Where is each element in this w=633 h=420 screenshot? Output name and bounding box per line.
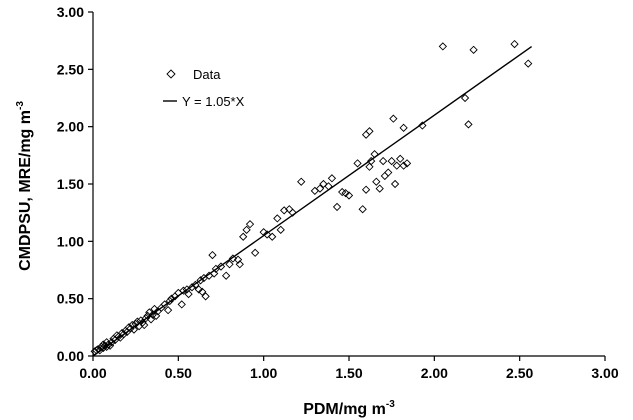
fit-line (92, 46, 533, 357)
x-tick-label: 0.50 (165, 365, 192, 381)
data-point (191, 280, 200, 290)
legend: Data Y = 1.05*X (163, 67, 245, 109)
data-point (273, 214, 282, 223)
data-point (418, 121, 427, 130)
data-point (361, 130, 371, 139)
data-point (268, 232, 277, 241)
x-axis-title-sup: -3 (386, 399, 395, 410)
data-point (365, 162, 374, 171)
data-point (194, 285, 203, 294)
data-point (102, 342, 111, 351)
data-point (399, 123, 408, 132)
data-point (390, 179, 400, 189)
y-tick-label: 0.00 (57, 348, 84, 364)
fit-line-group (92, 46, 533, 357)
data-point (469, 45, 478, 54)
data-point (387, 156, 396, 166)
data-point (344, 191, 354, 200)
data-point (375, 184, 384, 193)
data-point (208, 250, 217, 260)
y-tick-label: 1.50 (57, 176, 84, 192)
x-axis-title: PDM/mg m-3 (303, 399, 395, 418)
data-point (167, 294, 176, 303)
data-point (184, 289, 193, 299)
data-point (225, 260, 234, 269)
data-point (399, 161, 408, 170)
data-point (179, 286, 188, 295)
data-point (187, 283, 197, 292)
x-tick-label: 1.50 (335, 365, 362, 381)
x-tick-label: 3.00 (591, 365, 618, 381)
data-point (510, 39, 519, 49)
data-point (438, 42, 448, 51)
data-points (90, 39, 533, 356)
legend-diamond-marker (166, 69, 176, 79)
data-point (280, 206, 289, 215)
data-point (367, 156, 376, 166)
data-point (315, 184, 325, 193)
data-point (332, 202, 342, 212)
data-point (177, 300, 186, 309)
data-point (396, 154, 405, 163)
data-point (242, 225, 251, 235)
data-point (198, 287, 207, 296)
legend-label-data: Data (193, 67, 221, 82)
data-point (163, 305, 173, 315)
data-point (378, 156, 388, 166)
legend-label-fit: Y = 1.05*X (182, 94, 245, 109)
data-point (464, 120, 473, 129)
data-point (288, 208, 297, 217)
y-tick-label: 1.00 (57, 233, 84, 249)
data-point (131, 319, 140, 329)
data-point (216, 262, 226, 271)
data-point (358, 205, 367, 214)
y-axis-title: CMDPSU, MRE/mg m-3 (15, 101, 34, 271)
data-point (380, 171, 389, 181)
data-point (235, 260, 244, 269)
y-axis-title-sup: -3 (15, 101, 26, 110)
data-point (365, 127, 374, 136)
data-point (239, 232, 248, 241)
y-tick-label: 2.00 (57, 119, 84, 135)
data-point (372, 177, 381, 186)
data-point (524, 59, 533, 68)
data-point (228, 254, 238, 263)
y-axis-title-text: CMDPSU, MRE/mg m (17, 110, 34, 271)
data-point (250, 248, 260, 257)
data-point (361, 185, 371, 194)
data-point (389, 114, 398, 123)
data-point (245, 219, 255, 229)
data-point (353, 159, 362, 168)
data-point (201, 292, 210, 301)
data-point (233, 255, 243, 264)
data-point (460, 93, 470, 103)
data-point (338, 187, 347, 197)
y-tick-label: 2.50 (57, 61, 84, 77)
data-point (297, 177, 306, 186)
data-point (402, 159, 412, 168)
data-point (310, 186, 320, 196)
x-axis-ticks: 0.00 0.50 1.00 1.50 2.00 2.50 3.00 (79, 356, 619, 381)
x-tick-label: 2.00 (421, 365, 448, 381)
data-point (276, 225, 285, 235)
x-tick-label: 1.00 (250, 365, 277, 381)
data-point (392, 161, 401, 170)
data-point (140, 320, 149, 330)
y-tick-label: 0.50 (57, 291, 84, 307)
data-point (327, 174, 337, 183)
y-tick-label: 3.00 (57, 4, 84, 20)
data-point (341, 189, 350, 198)
x-axis-title-text: PDM/mg m (303, 401, 386, 418)
data-point (319, 179, 328, 189)
x-tick-label: 2.50 (506, 365, 533, 381)
data-point (221, 271, 231, 280)
y-axis-ticks: 0.00 0.50 1.00 1.50 2.00 2.50 3.00 (57, 4, 93, 364)
plot-area: 0.00 0.50 1.00 1.50 2.00 2.50 3.00 0.00 0.50 1.0… (57, 4, 619, 381)
x-tick-label: 0.00 (79, 365, 106, 381)
data-point (384, 168, 393, 177)
data-point (262, 230, 272, 239)
